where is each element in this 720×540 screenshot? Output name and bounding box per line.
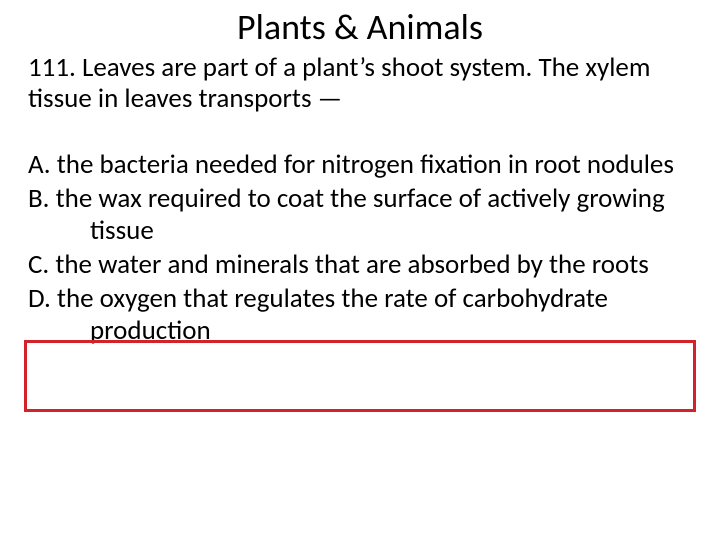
question-text: 111. Leaves are part of a plant’s shoot … (28, 52, 692, 116)
option-c-letter: C. (28, 248, 49, 281)
option-d: D. the oxygen that regulates the rate of… (28, 283, 692, 347)
options-list: A. the bacteria needed for nitrogen fixa… (28, 149, 692, 346)
option-b: B. the wax required to coat the surface … (28, 183, 692, 247)
question-number: 111. (28, 51, 76, 84)
slide: Plants & Animals 111. Leaves are part of… (0, 0, 720, 540)
slide-title: Plants & Animals (28, 8, 692, 48)
answer-highlight-box (24, 340, 696, 412)
option-c: C. the water and minerals that are absor… (28, 249, 692, 281)
option-c-text: the water and minerals that are absorbed… (55, 248, 649, 281)
question-body: Leaves are part of a plant’s shoot syste… (28, 51, 650, 116)
option-d-text: the oxygen that regulates the rate of ca… (57, 282, 608, 347)
option-a: A. the bacteria needed for nitrogen fixa… (28, 149, 692, 181)
option-d-letter: D. (28, 282, 51, 315)
option-a-letter: A. (28, 148, 51, 181)
option-a-text: the bacteria needed for nitrogen fixatio… (57, 148, 674, 181)
option-b-text: the wax required to coat the surface of … (56, 182, 665, 247)
option-b-letter: B. (28, 182, 50, 215)
